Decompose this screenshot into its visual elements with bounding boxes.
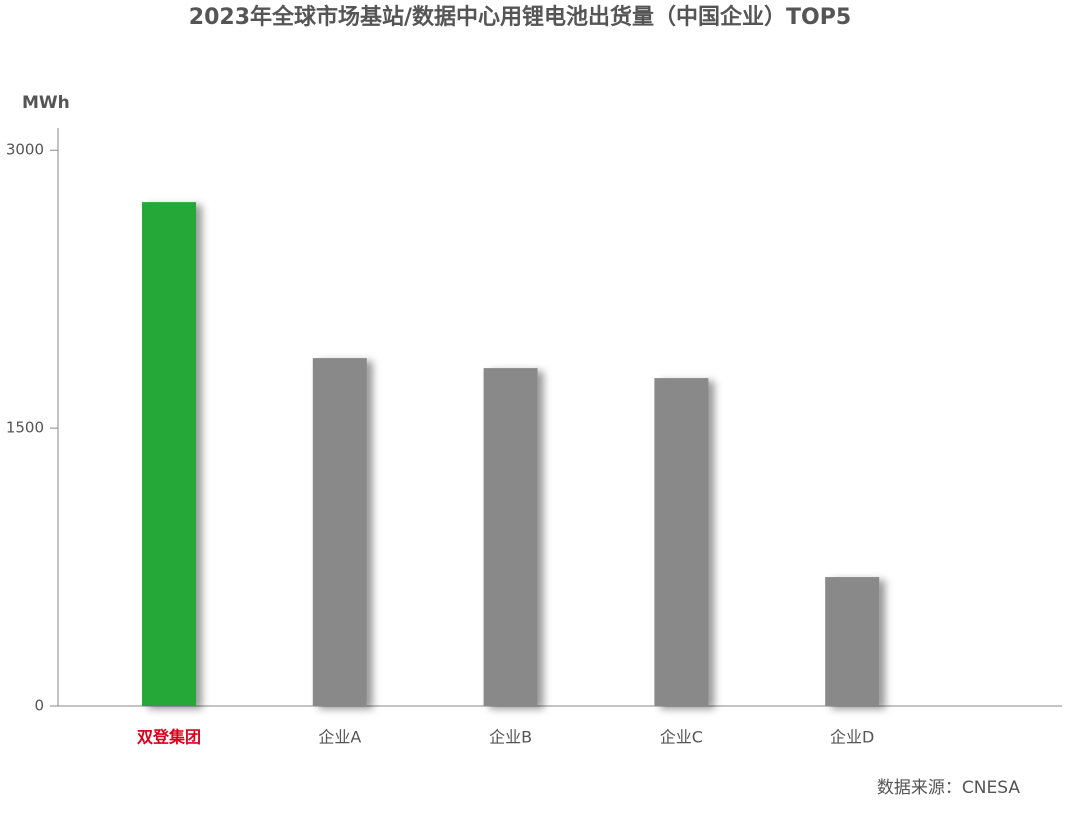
y-tick-label: 1500 (6, 419, 44, 437)
bar (654, 378, 709, 706)
y-tick-label: 0 (34, 697, 44, 715)
bar (312, 358, 367, 706)
x-tick-label: 企业C (660, 728, 703, 747)
y-axis-label: MWh (22, 93, 70, 113)
x-tick-label: 企业D (830, 728, 874, 747)
x-tick-label: 双登集团 (137, 728, 201, 747)
chart-title: 2023年全球市场基站/数据中心用锂电池出货量（中国企业）TOP5 (189, 4, 851, 30)
source: 数据来源：CNESA (877, 778, 1020, 798)
bar (142, 202, 196, 706)
x-tick-label: 企业B (489, 728, 532, 747)
x-tick-label: 企业A (318, 728, 361, 747)
bar (825, 577, 880, 706)
bar (483, 368, 538, 706)
y-tick-label: 3000 (6, 141, 44, 159)
